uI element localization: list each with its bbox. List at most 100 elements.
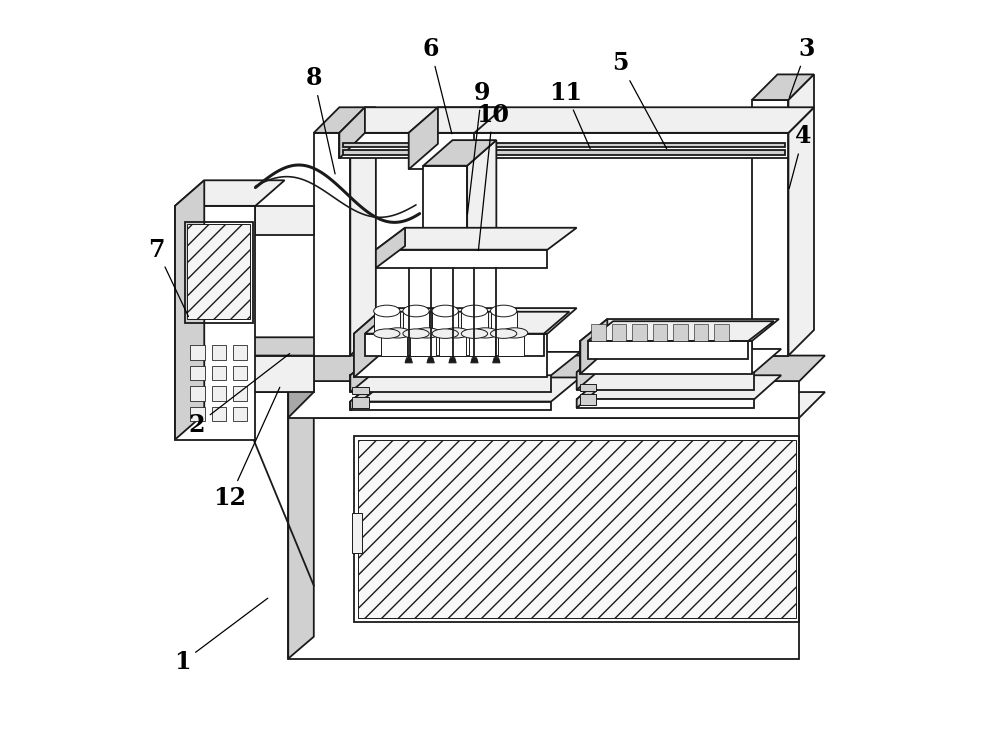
Polygon shape — [577, 375, 604, 408]
Ellipse shape — [432, 329, 458, 339]
Polygon shape — [788, 107, 814, 356]
Polygon shape — [343, 150, 785, 155]
Polygon shape — [288, 392, 825, 418]
Polygon shape — [449, 358, 456, 363]
Bar — [352, 397, 369, 408]
Polygon shape — [653, 324, 667, 341]
Polygon shape — [339, 107, 365, 158]
Bar — [233, 407, 247, 421]
Polygon shape — [405, 358, 412, 363]
Polygon shape — [427, 358, 434, 363]
Text: 9: 9 — [467, 81, 490, 214]
Bar — [233, 366, 247, 380]
Polygon shape — [350, 352, 580, 375]
Ellipse shape — [432, 305, 458, 317]
Text: 10: 10 — [476, 103, 509, 251]
Ellipse shape — [491, 329, 517, 339]
Polygon shape — [409, 107, 504, 133]
Polygon shape — [374, 312, 400, 334]
Polygon shape — [219, 356, 314, 392]
Bar — [212, 345, 226, 360]
Polygon shape — [187, 224, 250, 319]
Polygon shape — [350, 375, 551, 392]
Text: 3: 3 — [789, 37, 815, 97]
Bar — [212, 407, 226, 421]
Ellipse shape — [491, 305, 517, 317]
Polygon shape — [343, 143, 785, 147]
Polygon shape — [339, 107, 814, 133]
Polygon shape — [471, 358, 478, 363]
Polygon shape — [491, 312, 517, 334]
Polygon shape — [314, 133, 350, 356]
Polygon shape — [577, 399, 754, 408]
Polygon shape — [339, 133, 788, 158]
Polygon shape — [314, 107, 376, 133]
Polygon shape — [358, 440, 796, 619]
Ellipse shape — [461, 329, 488, 339]
Polygon shape — [175, 206, 255, 440]
Text: 8: 8 — [306, 66, 335, 174]
Text: 7: 7 — [149, 237, 188, 317]
Text: 5: 5 — [612, 51, 667, 149]
Text: 4: 4 — [789, 125, 811, 188]
Polygon shape — [365, 312, 569, 334]
Polygon shape — [175, 180, 204, 440]
Polygon shape — [577, 349, 781, 372]
Polygon shape — [632, 324, 647, 341]
Polygon shape — [577, 349, 604, 390]
Bar — [352, 512, 362, 553]
Polygon shape — [381, 334, 407, 356]
Polygon shape — [410, 334, 436, 356]
Polygon shape — [432, 312, 458, 334]
Bar — [233, 345, 247, 360]
Ellipse shape — [443, 328, 469, 338]
Polygon shape — [376, 228, 405, 268]
Polygon shape — [288, 418, 799, 658]
Polygon shape — [577, 372, 754, 390]
Bar — [185, 222, 253, 323]
Bar — [212, 386, 226, 401]
Bar — [354, 436, 799, 622]
Polygon shape — [409, 133, 474, 169]
Polygon shape — [612, 324, 626, 341]
Text: 6: 6 — [422, 37, 452, 134]
Ellipse shape — [374, 305, 400, 317]
Polygon shape — [376, 250, 547, 268]
Polygon shape — [255, 206, 314, 235]
Polygon shape — [350, 107, 376, 356]
Bar — [190, 345, 205, 360]
Polygon shape — [580, 319, 779, 341]
Polygon shape — [219, 337, 244, 392]
Text: 12: 12 — [213, 387, 280, 510]
Text: 11: 11 — [549, 81, 590, 149]
Bar — [190, 386, 205, 401]
Polygon shape — [788, 75, 814, 133]
Polygon shape — [354, 334, 547, 377]
Ellipse shape — [472, 328, 499, 338]
Polygon shape — [288, 381, 799, 418]
Polygon shape — [577, 375, 781, 399]
Polygon shape — [752, 75, 814, 100]
Polygon shape — [591, 324, 606, 341]
Polygon shape — [752, 133, 788, 356]
Polygon shape — [288, 356, 825, 381]
Polygon shape — [588, 341, 748, 359]
Text: 2: 2 — [189, 353, 290, 437]
Polygon shape — [423, 140, 496, 166]
Polygon shape — [714, 324, 729, 341]
Polygon shape — [580, 319, 607, 374]
Polygon shape — [423, 166, 467, 254]
Polygon shape — [752, 100, 788, 133]
Polygon shape — [580, 341, 752, 374]
Polygon shape — [439, 334, 466, 356]
Ellipse shape — [374, 329, 400, 339]
Polygon shape — [588, 321, 774, 341]
Bar — [190, 407, 205, 421]
Polygon shape — [288, 356, 314, 418]
Bar — [212, 366, 226, 380]
Bar — [233, 386, 247, 401]
Polygon shape — [469, 334, 495, 356]
Ellipse shape — [501, 328, 528, 338]
Bar — [190, 366, 205, 380]
Polygon shape — [350, 402, 551, 410]
